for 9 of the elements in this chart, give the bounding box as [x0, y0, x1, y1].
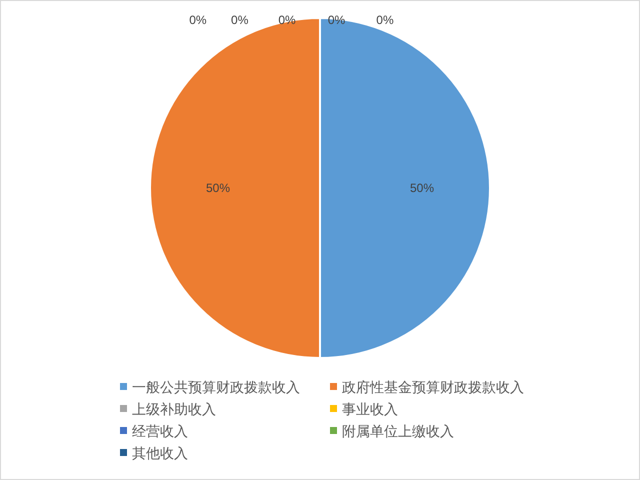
legend-label: 上级补助收入 [132, 401, 216, 417]
data-label: 50% [206, 181, 230, 195]
legend-label: 附属单位上缴收入 [342, 423, 454, 439]
legend-label: 政府性基金预算财政拨款收入 [342, 379, 524, 395]
legend-label: 一般公共预算财政拨款收入 [132, 379, 300, 395]
legend-label: 其他收入 [132, 445, 188, 461]
legend-label: 经营收入 [132, 423, 188, 439]
legend-label: 事业收入 [342, 401, 398, 417]
data-label: 50% [410, 181, 434, 195]
